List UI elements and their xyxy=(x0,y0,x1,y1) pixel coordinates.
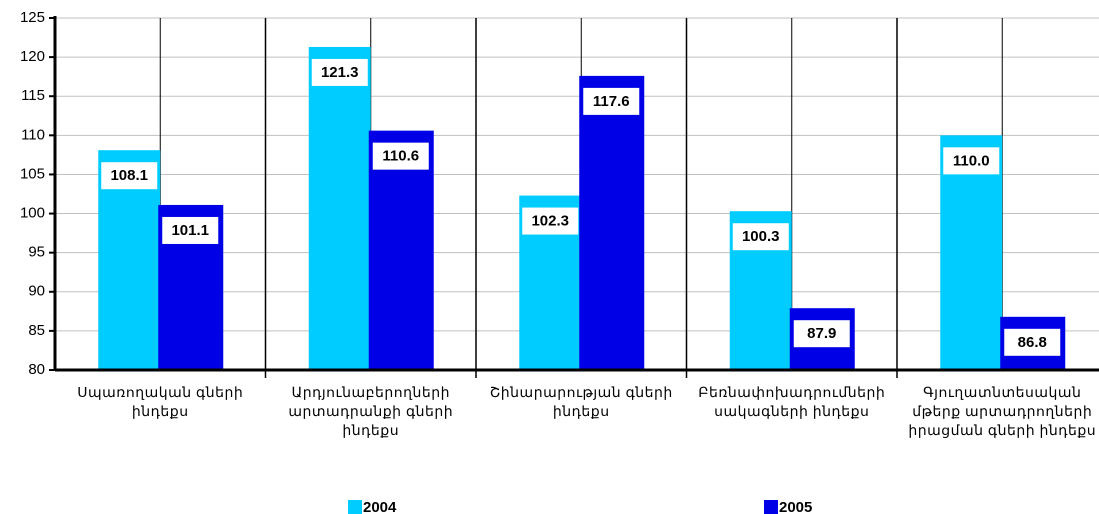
value-label-box xyxy=(162,216,219,244)
value-label: 87.9 xyxy=(807,325,836,342)
value-label-box xyxy=(943,147,1000,175)
y-tick-label: 85 xyxy=(28,322,45,339)
x-tick-label: Արդյունաբերողների արտադրանքի գների ինդեք… xyxy=(288,384,454,438)
y-tick-label: 100 xyxy=(20,205,45,222)
y-tick-label: 115 xyxy=(21,87,45,104)
legend-label: 2004 xyxy=(363,499,397,514)
value-label-box xyxy=(311,58,368,86)
bar xyxy=(368,130,434,370)
value-label: 100.3 xyxy=(742,228,780,245)
legend-swatch xyxy=(764,500,778,514)
y-tick-label: 90 xyxy=(28,283,45,300)
y-tick-label: 95 xyxy=(28,244,45,261)
value-label-box xyxy=(1004,328,1061,356)
bar xyxy=(308,46,371,370)
value-label: 101.1 xyxy=(171,222,209,239)
legend-swatch xyxy=(348,500,362,514)
value-label-box xyxy=(793,320,850,348)
value-label: 121.3 xyxy=(321,64,359,81)
value-label-box xyxy=(522,207,579,235)
value-label-box xyxy=(372,142,429,170)
value-label: 108.1 xyxy=(110,167,148,184)
value-label-box xyxy=(732,223,789,251)
value-label-box xyxy=(583,87,640,115)
value-label-box xyxy=(101,162,158,190)
y-tick-label: 125 xyxy=(20,9,45,26)
x-tick-label: Սպառողական գների ինդեքս xyxy=(77,384,244,419)
legend-label: 2005 xyxy=(779,499,812,514)
x-tick-label: Գյուղատնտեսական մթերք արտադրողների իրացմ… xyxy=(908,384,1097,438)
value-label: 110.6 xyxy=(382,148,419,165)
x-tick-label: Շինարարության գների ինդեքս xyxy=(489,384,673,419)
value-label: 102.3 xyxy=(531,213,569,230)
x-tick-label: Բեռնափոխադրումների սակագների ինդեքս xyxy=(698,384,886,419)
y-tick-label: 105 xyxy=(20,165,45,182)
value-label: 117.6 xyxy=(593,93,630,110)
bar xyxy=(579,75,645,370)
y-tick-label: 110 xyxy=(21,126,45,143)
y-tick-label: 120 xyxy=(20,48,45,65)
bar xyxy=(940,135,1003,370)
value-label: 110.0 xyxy=(953,152,990,169)
y-tick-label: 80 xyxy=(28,361,45,378)
value-label: 86.8 xyxy=(1018,334,1047,351)
